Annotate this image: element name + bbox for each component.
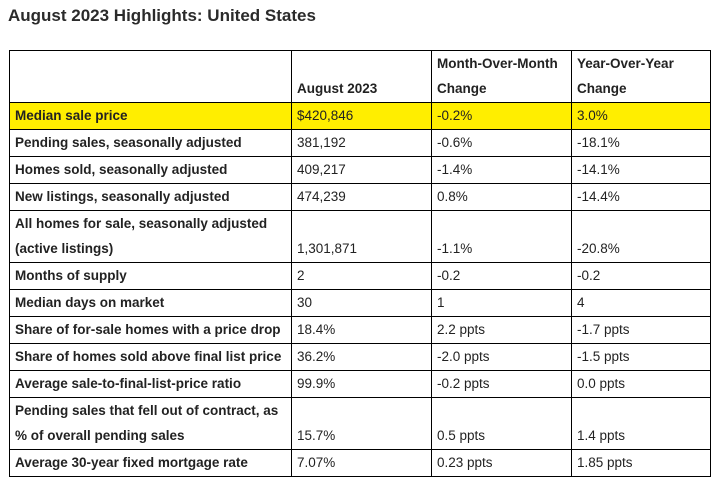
metric-value: 18.4% [291,316,432,344]
metric-mom-change: -0.2% [431,102,572,130]
metric-value: 409,217 [291,156,432,184]
metric-mom-change: -1.4% [431,156,572,184]
metric-mom-change: -0.2 [431,262,572,290]
metric-value: $420,846 [291,102,432,130]
table-row: Months of supply 2 -0.2 -0.2 [9,262,711,290]
metric-value: 7.07% [291,449,432,477]
header-metric [9,50,292,103]
table-row: Average sale-to-final-list-price ratio 9… [9,370,711,398]
metric-label: Share of homes sold above final list pri… [9,343,292,371]
metric-yoy-change: 4 [571,289,711,317]
table-row: Pending sales that fell out of contract,… [9,397,711,450]
metric-label: Homes sold, seasonally adjusted [9,156,292,184]
table-row: Pending sales, seasonally adjusted 381,1… [9,129,711,157]
metric-label: Median days on market [9,289,292,317]
table-row: All homes for sale, seasonally adjusted … [9,210,711,263]
table-row: Share of homes sold above final list pri… [9,343,711,371]
metric-value: 15.7% [291,397,432,450]
metric-value: 36.2% [291,343,432,371]
metric-yoy-change: -1.5 ppts [571,343,711,371]
header-month-over-month: Month-Over-Month Change [431,50,572,103]
metric-yoy-change: -0.2 [571,262,711,290]
table-row: Average 30-year fixed mortgage rate 7.07… [9,449,711,477]
metric-yoy-change: 0.0 ppts [571,370,711,398]
metric-mom-change: 1 [431,289,572,317]
header-august-2023: August 2023 [291,50,432,103]
metric-value: 2 [291,262,432,290]
metric-yoy-change: 1.4 ppts [571,397,711,450]
metric-value: 1,301,871 [291,210,432,263]
metric-yoy-change: -1.7 ppts [571,316,711,344]
metric-label: Average sale-to-final-list-price ratio [9,370,292,398]
page-title: August 2023 Highlights: United States [8,6,316,25]
header-row: August 2023 Month-Over-Month Change Year… [9,50,711,103]
metric-mom-change: -0.2 ppts [431,370,572,398]
metric-value: 381,192 [291,129,432,157]
metric-mom-change: 0.8% [431,183,572,211]
metric-value: 99.9% [291,370,432,398]
metric-yoy-change: 1.85 ppts [571,449,711,477]
metric-mom-change: -1.1% [431,210,572,263]
table-row: Median days on market 30 1 4 [9,289,711,317]
metric-mom-change: 2.2 ppts [431,316,572,344]
metric-label: Pending sales that fell out of contract,… [9,397,292,450]
metric-yoy-change: -18.1% [571,129,711,157]
highlights-table: August 2023 Month-Over-Month Change Year… [9,50,711,477]
metric-mom-change: 0.23 ppts [431,449,572,477]
metric-value: 474,239 [291,183,432,211]
metric-yoy-change: -14.4% [571,183,711,211]
metric-yoy-change: -14.1% [571,156,711,184]
header-year-over-year: Year-Over-Year Change [571,50,711,103]
table-row: Homes sold, seasonally adjusted 409,217 … [9,156,711,184]
table-row: New listings, seasonally adjusted 474,23… [9,183,711,211]
metric-label: New listings, seasonally adjusted [9,183,292,211]
table-row: Share of for-sale homes with a price dro… [9,316,711,344]
metric-label: Median sale price [9,102,292,130]
metric-mom-change: -2.0 ppts [431,343,572,371]
metric-value: 30 [291,289,432,317]
table-row: Median sale price $420,846 -0.2% 3.0% [9,102,711,130]
metric-mom-change: 0.5 ppts [431,397,572,450]
metric-label: Pending sales, seasonally adjusted [9,129,292,157]
metric-yoy-change: -20.8% [571,210,711,263]
metric-yoy-change: 3.0% [571,102,711,130]
metric-label: Share of for-sale homes with a price dro… [9,316,292,344]
metric-label: Average 30-year fixed mortgage rate [9,449,292,477]
metric-label: Months of supply [9,262,292,290]
metric-label: All homes for sale, seasonally adjusted … [9,210,292,263]
metric-mom-change: -0.6% [431,129,572,157]
